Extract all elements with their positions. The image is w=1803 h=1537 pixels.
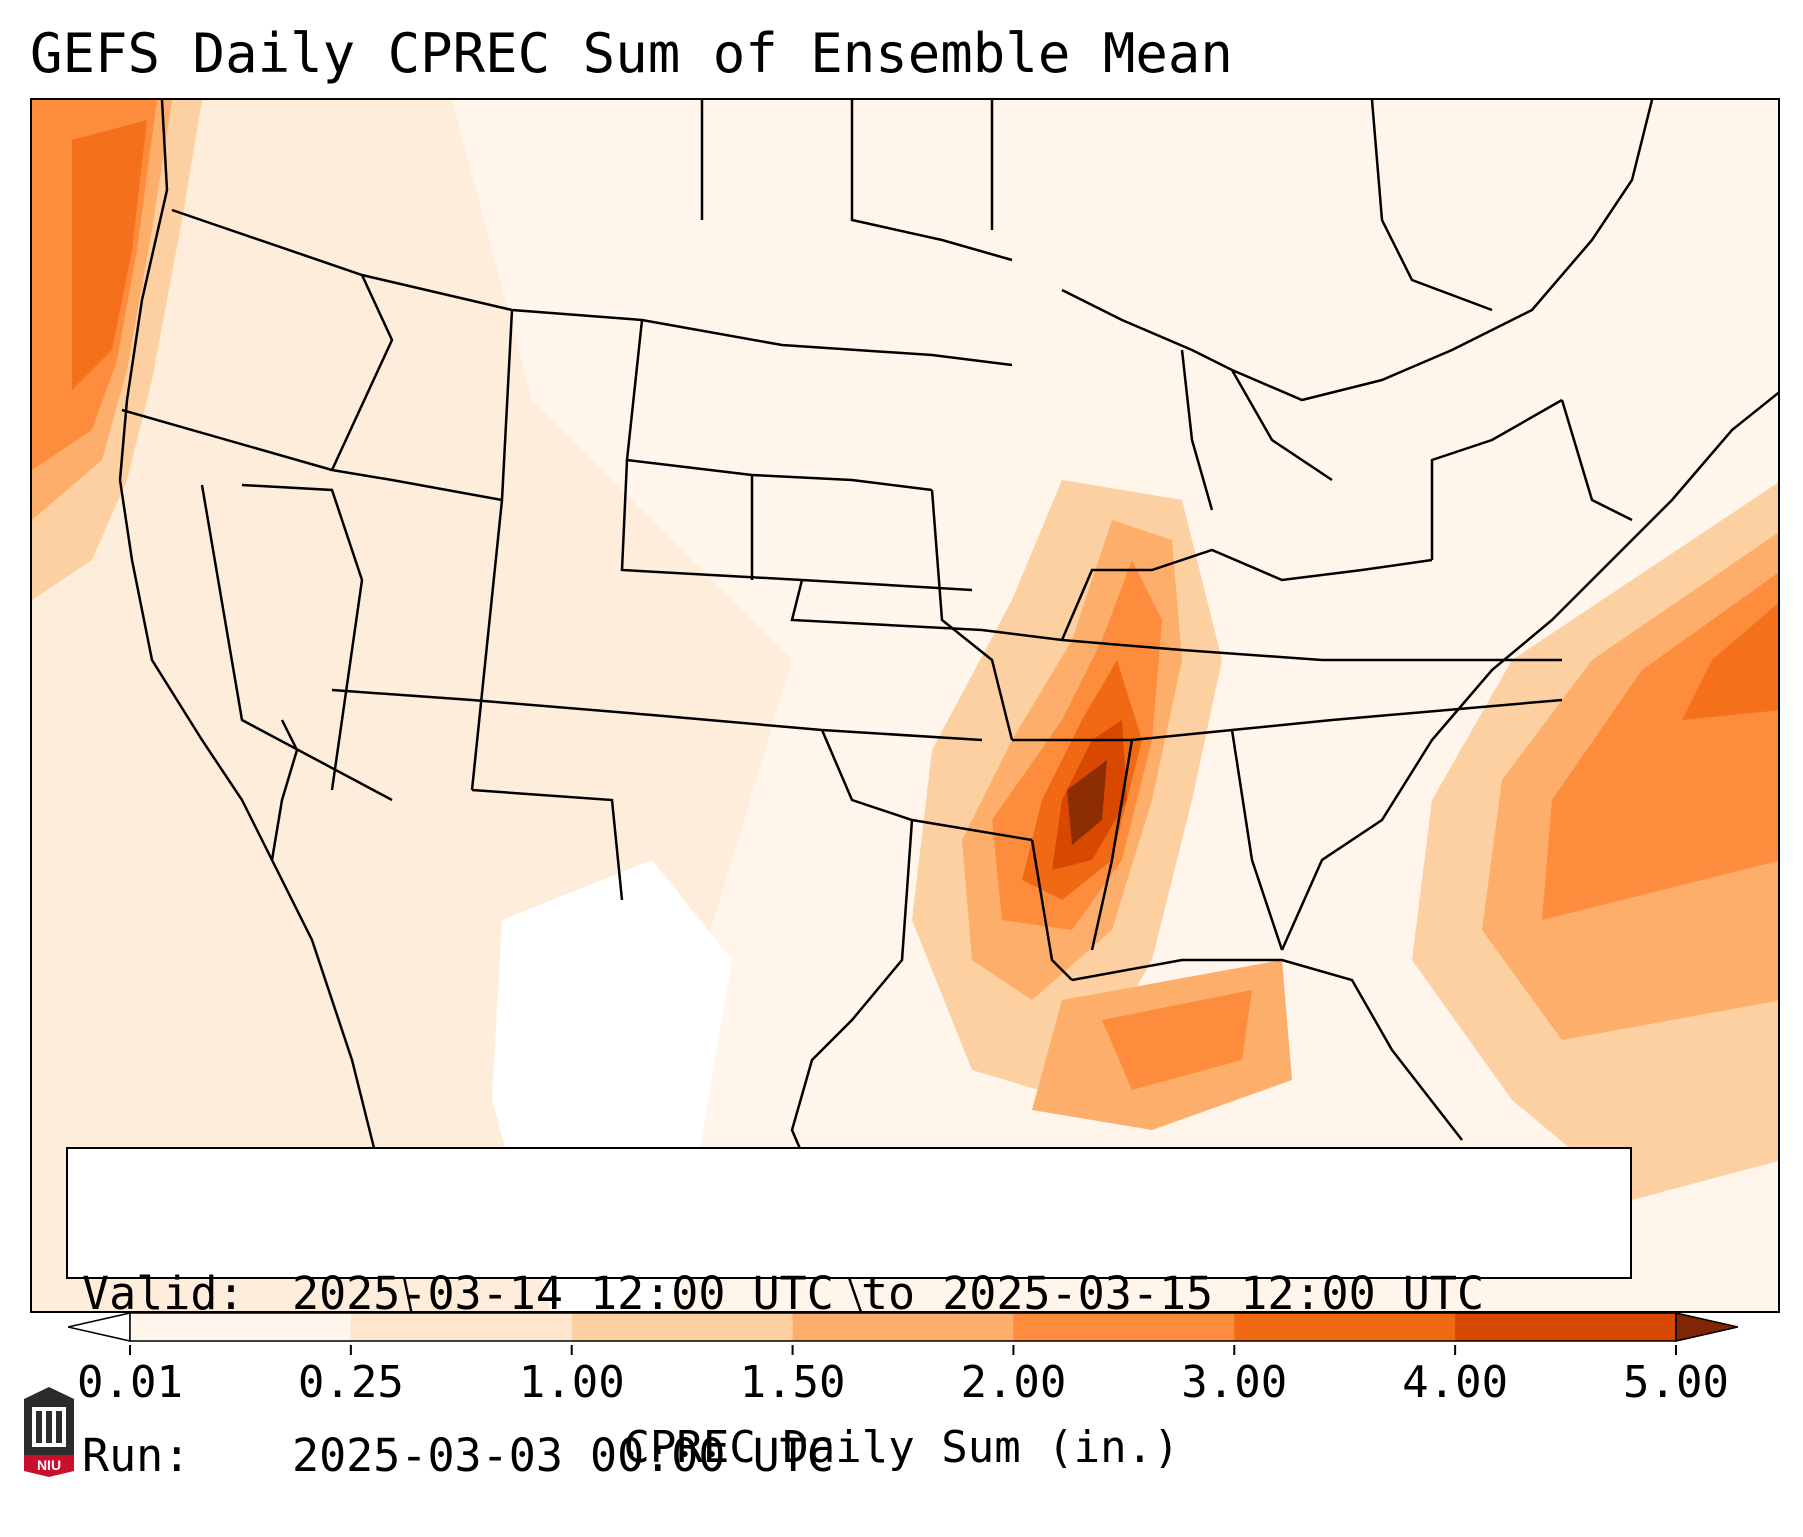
validity-info-box: Valid: 2025-03-14 12:00 UTC to 2025-03-15… [66, 1147, 1632, 1482]
colorbar-ticks [129, 1345, 1677, 1355]
colorbar-tick-label: 1.50 [739, 1357, 846, 1408]
run-value: 2025-03-03 00:00 UTC [292, 1429, 834, 1482]
logo-text: NIU [37, 1457, 61, 1473]
colorbar-segment [1455, 1313, 1677, 1341]
colorbar-tick-label: 5.00 [1623, 1357, 1729, 1408]
run-row: Run: 2025-03-03 00:00 UTC [82, 1429, 1630, 1483]
colorbar-tick-label: 4.00 [1402, 1357, 1509, 1408]
colorbar [68, 1312, 1738, 1342]
map-title: GEFS Daily CPREC Sum of Ensemble Mean [30, 22, 1233, 85]
colorbar-segment [571, 1313, 794, 1341]
colorbar-under-triangle [68, 1312, 131, 1342]
valid-label: Valid: [82, 1267, 245, 1320]
colorbar-segment [1013, 1313, 1235, 1341]
colorbar-tick-label: 3.00 [1181, 1357, 1288, 1408]
precip-map [30, 98, 1780, 1313]
colorbar-outline [129, 1312, 1677, 1342]
valid-row: Valid: 2025-03-14 12:00 UTC to 2025-03-15… [82, 1267, 1630, 1321]
colorbar-segment [130, 1313, 352, 1341]
colorbar-segment [1234, 1313, 1456, 1341]
run-label: Run: [82, 1429, 191, 1482]
colorbar-over-triangle [1675, 1312, 1738, 1342]
colorbar-tick-label: 0.25 [297, 1357, 404, 1408]
precip-shading [32, 100, 1778, 1311]
colorbar-tick-label: 2.00 [960, 1357, 1067, 1408]
valid-value: 2025-03-14 12:00 UTC to 2025-03-15 12:00… [292, 1267, 1485, 1320]
boundaries [118, 100, 1778, 1311]
niu-logo: NIU [24, 1387, 74, 1477]
colorbar-segment [792, 1313, 1014, 1341]
colorbar-label: CPREC Daily Sum (in.) [623, 1422, 1180, 1473]
colorbar-tick-label: 0.01 [77, 1357, 183, 1408]
colorbar-segment [350, 1313, 573, 1341]
colorbar-tick-label: 1.00 [518, 1357, 625, 1408]
map-canvas [32, 100, 1778, 1311]
